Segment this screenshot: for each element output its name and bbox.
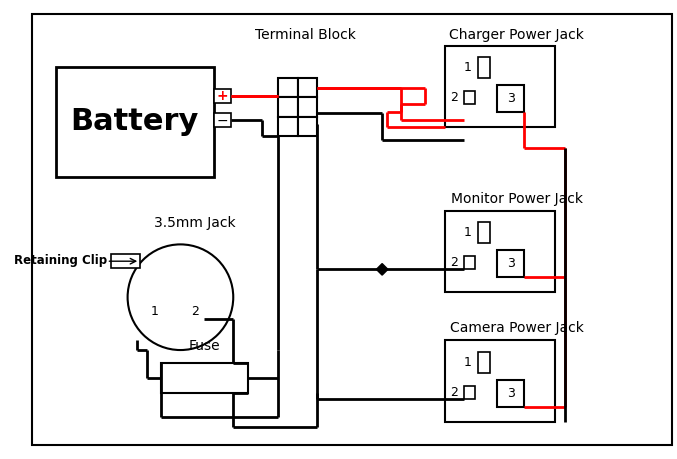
Bar <box>498 85 524 112</box>
Bar <box>478 222 489 243</box>
Bar <box>278 117 298 136</box>
Text: 2: 2 <box>450 91 458 104</box>
Text: 1: 1 <box>464 61 471 74</box>
Bar <box>298 117 317 136</box>
Bar <box>56 67 214 177</box>
Text: Retaining Clip: Retaining Clip <box>14 254 108 267</box>
Text: 1: 1 <box>464 356 471 369</box>
Bar <box>445 341 555 422</box>
Bar <box>464 91 475 104</box>
Text: 2: 2 <box>450 386 458 399</box>
Text: −: − <box>217 113 229 128</box>
Bar <box>298 97 317 117</box>
Bar <box>478 352 489 373</box>
Bar <box>445 45 555 127</box>
Text: 1: 1 <box>150 305 158 318</box>
Polygon shape <box>376 263 388 275</box>
Bar <box>214 89 232 103</box>
Bar <box>111 254 140 269</box>
Text: Terminal Block: Terminal Block <box>255 28 355 42</box>
Bar <box>214 113 232 127</box>
Text: 3: 3 <box>507 387 515 400</box>
Bar <box>498 380 524 407</box>
Text: 3: 3 <box>507 92 515 105</box>
Text: Camera Power Jack: Camera Power Jack <box>450 321 584 335</box>
Text: 3.5mm Jack: 3.5mm Jack <box>154 216 236 230</box>
Bar <box>478 57 489 78</box>
Text: 2: 2 <box>191 305 199 318</box>
Bar <box>445 211 555 292</box>
Text: Charger Power Jack: Charger Power Jack <box>449 28 584 42</box>
Bar <box>498 250 524 277</box>
Text: 3: 3 <box>507 257 515 270</box>
Bar <box>278 78 298 97</box>
Bar <box>464 386 475 399</box>
Text: Monitor Power Jack: Monitor Power Jack <box>451 191 583 206</box>
Text: 2: 2 <box>450 256 458 269</box>
Text: Fuse: Fuse <box>189 339 220 353</box>
Bar <box>161 363 248 393</box>
Text: +: + <box>217 90 229 103</box>
Text: 1: 1 <box>464 226 471 239</box>
Bar <box>464 256 475 269</box>
Bar <box>278 97 298 117</box>
Bar <box>298 78 317 97</box>
Text: Battery: Battery <box>70 107 199 136</box>
